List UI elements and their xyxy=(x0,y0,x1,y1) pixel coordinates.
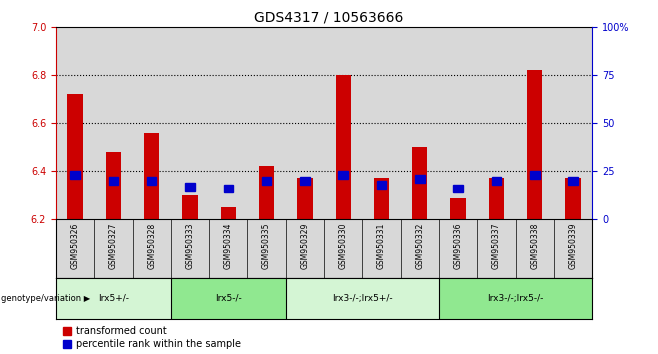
Bar xyxy=(374,178,389,219)
Bar xyxy=(377,181,386,189)
Bar xyxy=(286,278,439,319)
Bar xyxy=(336,75,351,219)
Bar xyxy=(415,175,424,183)
Bar xyxy=(286,27,324,219)
Text: GSM950335: GSM950335 xyxy=(262,222,271,269)
Bar xyxy=(324,219,363,278)
Text: lrx5+/-: lrx5+/- xyxy=(98,294,129,303)
Text: lrx3-/-;lrx5+/-: lrx3-/-;lrx5+/- xyxy=(332,294,393,303)
Bar xyxy=(516,27,554,219)
Bar xyxy=(94,219,132,278)
Bar xyxy=(182,195,197,219)
Bar xyxy=(297,178,313,219)
Text: GSM950333: GSM950333 xyxy=(186,222,195,269)
Bar xyxy=(132,27,171,219)
Bar xyxy=(185,183,195,190)
Bar xyxy=(401,27,439,219)
Text: GSM950328: GSM950328 xyxy=(147,222,156,269)
Text: genotype/variation ▶: genotype/variation ▶ xyxy=(1,294,91,303)
Bar xyxy=(300,177,310,185)
Bar xyxy=(67,94,83,219)
Bar xyxy=(477,219,516,278)
Bar xyxy=(56,219,94,278)
Text: GSM950339: GSM950339 xyxy=(569,222,578,269)
Bar xyxy=(569,177,578,185)
Text: GSM950327: GSM950327 xyxy=(109,222,118,269)
Bar xyxy=(247,27,286,219)
Bar xyxy=(412,147,428,219)
Text: GSM950331: GSM950331 xyxy=(377,222,386,269)
Bar xyxy=(338,171,348,179)
Bar xyxy=(492,177,501,185)
Bar xyxy=(144,133,159,219)
Bar xyxy=(56,278,171,319)
Bar xyxy=(171,27,209,219)
Bar xyxy=(209,27,247,219)
Bar xyxy=(259,166,274,219)
Text: GSM950338: GSM950338 xyxy=(530,222,540,269)
Text: GSM950337: GSM950337 xyxy=(492,222,501,269)
Bar xyxy=(363,219,401,278)
Text: GSM950329: GSM950329 xyxy=(301,222,309,269)
Text: GSM950332: GSM950332 xyxy=(415,222,424,269)
Bar xyxy=(247,219,286,278)
Bar xyxy=(516,219,554,278)
Bar xyxy=(477,27,516,219)
Text: lrx3-/-;lrx5-/-: lrx3-/-;lrx5-/- xyxy=(488,294,544,303)
Text: GSM950334: GSM950334 xyxy=(224,222,233,269)
Bar xyxy=(106,152,121,219)
Bar xyxy=(363,27,401,219)
Bar xyxy=(70,171,80,179)
Bar xyxy=(439,219,477,278)
Bar xyxy=(439,278,592,319)
Bar xyxy=(171,219,209,278)
Bar xyxy=(286,219,324,278)
Text: GDS4317 / 10563666: GDS4317 / 10563666 xyxy=(254,11,404,25)
Bar xyxy=(554,27,592,219)
Bar xyxy=(262,177,271,185)
Bar xyxy=(209,219,247,278)
Text: transformed count: transformed count xyxy=(76,326,166,336)
Bar xyxy=(401,219,439,278)
Bar xyxy=(224,185,233,193)
Bar xyxy=(489,178,504,219)
Bar xyxy=(56,27,94,219)
Bar xyxy=(94,27,132,219)
Bar xyxy=(565,178,581,219)
Bar xyxy=(527,70,542,219)
Bar xyxy=(132,219,171,278)
Bar xyxy=(171,278,286,319)
Text: GSM950336: GSM950336 xyxy=(453,222,463,269)
Text: lrx5-/-: lrx5-/- xyxy=(215,294,241,303)
Bar xyxy=(109,177,118,185)
Bar xyxy=(324,27,363,219)
Text: GSM950330: GSM950330 xyxy=(339,222,347,269)
Text: percentile rank within the sample: percentile rank within the sample xyxy=(76,339,241,349)
Text: GSM950326: GSM950326 xyxy=(70,222,80,269)
Bar xyxy=(220,207,236,219)
Bar xyxy=(530,171,540,179)
Bar xyxy=(451,198,466,219)
Bar xyxy=(439,27,477,219)
Bar xyxy=(554,219,592,278)
Bar xyxy=(147,177,157,185)
Bar xyxy=(453,185,463,193)
